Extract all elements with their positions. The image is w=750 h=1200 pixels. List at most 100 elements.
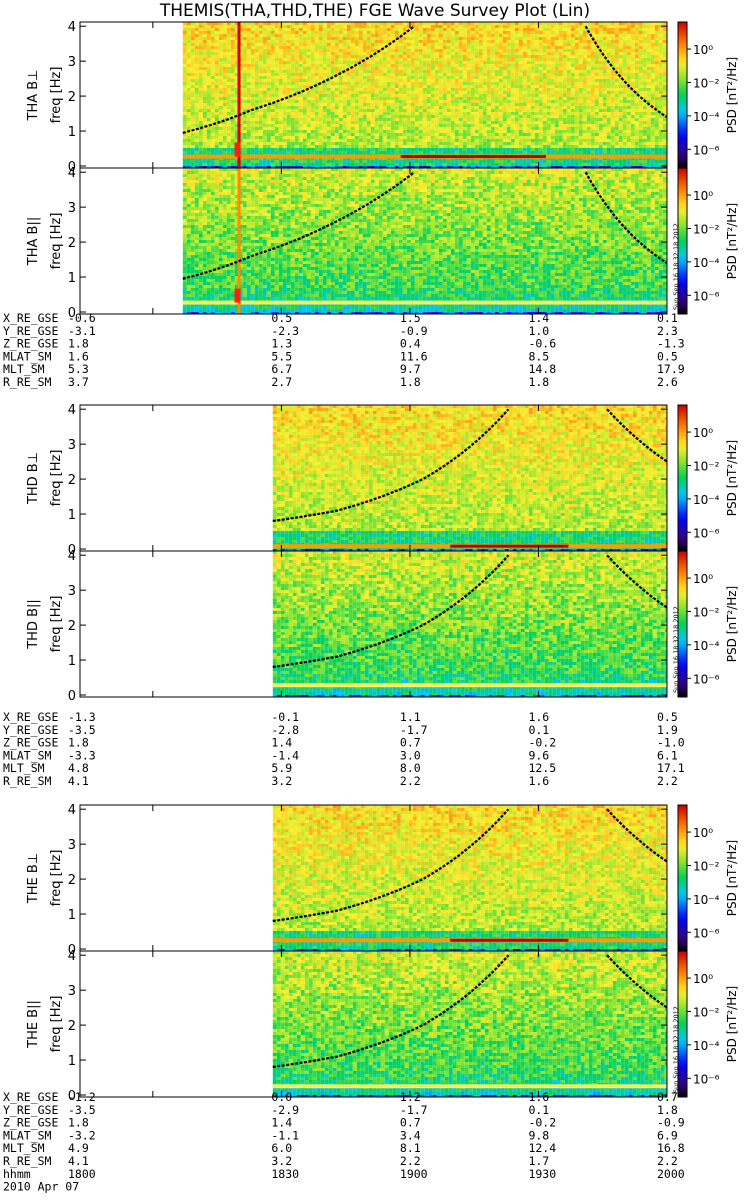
colorbar-label: PSD [nT²/Hz] — [725, 986, 739, 1062]
colorbar — [678, 405, 687, 551]
colorbar-tick-label: 10⁻² — [693, 605, 720, 619]
ephemeris-table: X_RE_GSE -1.2 0.0 1.2 1.6 0.7Y_RE_GSE -3.5 -2.9… — [3, 1090, 685, 1168]
panel-label: THD B|| — [26, 599, 41, 650]
y-tick-label: 2 — [68, 236, 76, 251]
colorbar-tick-label: 10⁻⁶ — [693, 289, 720, 303]
ephemeris-table: X_RE_GSE -1.3 -0.1 1.1 1.6 0.5Y_RE_GSE -3.5 -2.… — [3, 710, 685, 788]
y-tick-label: 1 — [68, 125, 76, 140]
timestamp-stamp: Sun Sep 16 18:32:18 2012 — [672, 1006, 680, 1093]
ephemeris-value: 1.8 — [400, 375, 421, 389]
ephemeris-value: 1.6 — [528, 774, 549, 788]
colorbar-tick-label: 10⁻⁶ — [693, 526, 720, 540]
timestamp-stamp: Sun Sep 16 18:32:18 2012 — [672, 223, 680, 310]
y-tick-label: 1 — [68, 654, 76, 669]
date-label: 2010 Apr 07 — [3, 1180, 79, 1194]
colorbar-tick-label: 10⁰ — [693, 572, 713, 586]
colorbar — [678, 22, 687, 168]
colorbar-tick-label: 10⁻² — [693, 76, 720, 90]
y-axis-label: freq [Hz] — [49, 850, 64, 907]
colorbar-label: PSD [nT²/Hz] — [725, 440, 739, 516]
colorbar-tick-label: 10⁻² — [693, 1005, 720, 1019]
colorbar-label: PSD [nT²/Hz] — [725, 586, 739, 662]
y-tick-label: 4 — [68, 20, 76, 35]
y-tick-label: 4 — [68, 166, 76, 181]
colorbar-tick-label: 10⁻⁴ — [693, 639, 720, 653]
ephemeris-value: 3.2 — [271, 774, 292, 788]
ephemeris-value: 1.8 — [528, 375, 549, 389]
panel-label: THD B⊥ — [26, 452, 41, 505]
colorbar-label: PSD [nT²/Hz] — [725, 57, 739, 133]
narrowband — [273, 1084, 667, 1088]
colorbar-tick-label: 10⁰ — [693, 972, 713, 986]
time-tick-label: 1900 — [400, 1167, 428, 1181]
narrowband-peak — [450, 939, 568, 942]
y-tick-label: 4 — [68, 803, 76, 818]
colorbar-tick-label: 10⁻⁶ — [693, 672, 720, 686]
panel-label: THE B|| — [26, 1000, 41, 1049]
y-tick-label: 2 — [68, 619, 76, 634]
ephemeris-row-label: R_RE_SM — [3, 375, 52, 389]
ephemeris-row-label: R_RE_SM — [3, 774, 52, 788]
time-tick-label: 2000 — [657, 1167, 685, 1181]
colorbar-tick-label: 10⁻² — [693, 459, 720, 473]
y-axis-label: freq [Hz] — [49, 213, 64, 270]
colorbar-tick-label: 10⁰ — [693, 826, 713, 840]
time-tick-label: 1830 — [271, 1167, 299, 1181]
y-tick-label: 3 — [68, 201, 76, 216]
colorbar-tick-label: 10⁻⁶ — [693, 143, 720, 157]
colorbar-label: PSD [nT²/Hz] — [725, 203, 739, 279]
narrowband-peak — [401, 155, 546, 158]
narrowband — [183, 301, 667, 305]
ephemeris-value: 2.2 — [400, 774, 421, 788]
y-axis-label: freq [Hz] — [49, 596, 64, 653]
colorbar-tick-label: 10⁻⁶ — [693, 926, 720, 940]
y-tick-label: 2 — [68, 873, 76, 888]
time-tick-label: 1930 — [528, 1167, 556, 1181]
colorbar-tick-label: 10⁰ — [693, 426, 713, 440]
y-tick-label: 2 — [68, 1019, 76, 1034]
y-tick-label: 1 — [68, 908, 76, 923]
y-axis-label: freq [Hz] — [49, 450, 64, 507]
y-tick-label: 4 — [68, 949, 76, 964]
colorbar-tick-label: 10⁻⁴ — [693, 110, 720, 124]
colorbar-tick-label: 10⁻⁴ — [693, 893, 720, 907]
colorbar-tick-label: 10⁻⁶ — [693, 1072, 720, 1086]
y-tick-label: 2 — [68, 473, 76, 488]
colorbar-label: PSD [nT²/Hz] — [725, 840, 739, 916]
y-tick-label: 3 — [68, 438, 76, 453]
y-tick-label: 1 — [68, 1054, 76, 1069]
colorbar-tick-label: 10⁻² — [693, 859, 720, 873]
y-axis-label: freq [Hz] — [49, 67, 64, 124]
y-axis-label: freq [Hz] — [49, 996, 64, 1053]
colorbar-tick-label: 10⁻² — [693, 222, 720, 236]
colorbar-tick-label: 10⁻⁴ — [693, 1039, 720, 1053]
panel-label: THE B⊥ — [26, 853, 41, 904]
y-tick-label: 1 — [68, 271, 76, 286]
ephemeris-table: X_RE_GSE -0.6 0.5 1.5 1.4 0.1Y_RE_GSE -3.1 -2.3… — [3, 311, 685, 389]
y-tick-label: 3 — [68, 838, 76, 853]
ephemeris-value: 4.1 — [68, 774, 89, 788]
colorbar-tick-label: 10⁰ — [693, 43, 713, 57]
narrowband-peak — [450, 545, 568, 548]
ephemeris-value: 2.6 — [657, 375, 678, 389]
y-tick-label: 4 — [68, 549, 76, 564]
y-tick-label: 2 — [68, 90, 76, 105]
y-tick-label: 3 — [68, 984, 76, 999]
timestamp-stamp: Sun Sep 16 18:32:18 2012 — [672, 606, 680, 693]
colorbar — [678, 805, 687, 951]
y-tick-label: 3 — [68, 584, 76, 599]
narrowband — [273, 683, 667, 687]
ephemeris-value: 3.7 — [68, 375, 89, 389]
y-tick-label: 4 — [68, 403, 76, 418]
ephemeris-value: 2.2 — [657, 774, 678, 788]
colorbar-tick-label: 10⁻⁴ — [693, 493, 720, 507]
y-tick-label: 1 — [68, 508, 76, 523]
